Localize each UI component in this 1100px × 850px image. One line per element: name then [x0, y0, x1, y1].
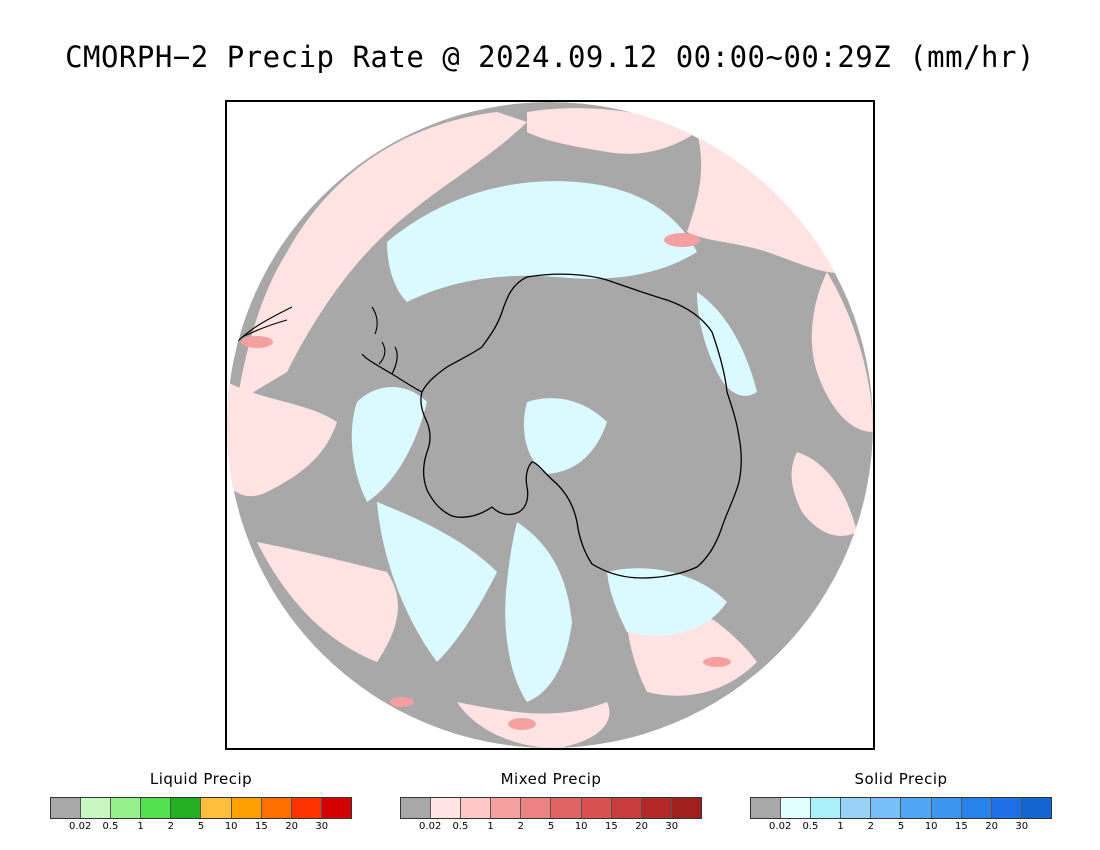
legend-tick-label: 0.5	[452, 821, 469, 832]
mixed-precip-areas	[227, 108, 873, 748]
legend-color-swatch	[141, 798, 172, 818]
legend-color-swatch	[871, 798, 902, 818]
mixed-streak-northeast	[664, 233, 700, 247]
legend-color-swatch	[901, 798, 932, 818]
legend-tick-label: 5	[547, 821, 555, 832]
legend-tick-label: 1	[137, 821, 144, 832]
mixed-area-southwest	[257, 542, 398, 662]
legend-color-swatch	[491, 798, 522, 818]
legend-color-swatch	[431, 798, 462, 818]
legend-tick-label: 0.02	[69, 821, 92, 832]
legend-color-swatch	[521, 798, 552, 818]
antarctic-peninsula	[361, 346, 423, 393]
solid-area-west-ring	[351, 387, 427, 502]
solid-area-southwest-ring	[377, 502, 497, 662]
legend-color-swatch	[931, 798, 962, 818]
legend-tick-label: 5	[197, 821, 205, 832]
legend-tick-label: 20	[985, 821, 998, 832]
solid-area-interior-fan	[523, 398, 607, 474]
map-title: CMORPH−2 Precip Rate @ 2024.09.12 00:00~…	[65, 40, 1035, 74]
legend-tick-label: 0.02	[769, 821, 792, 832]
legend-title: Solid Precip	[854, 770, 948, 788]
legend-color-swatch	[781, 798, 812, 818]
legend-color-swatch	[641, 798, 672, 818]
legend-title: Liquid Precip	[149, 770, 253, 788]
legend-color-swatch	[611, 798, 642, 818]
mixed-streak-west	[241, 336, 273, 348]
south-shetland-islands	[371, 306, 386, 365]
legend-tick-label: 10	[924, 821, 938, 832]
legend-tick-label: 0.02	[419, 821, 442, 832]
legend-title: Mixed Precip	[500, 770, 602, 788]
legend-tick-label: 15	[255, 821, 268, 832]
antarctic-precip-map	[227, 102, 873, 748]
legend-color-swatch	[671, 798, 701, 818]
legend-color-swatch	[811, 798, 842, 818]
legend-color-swatch	[581, 798, 612, 818]
legend-color-swatch	[171, 798, 202, 818]
legend-tick-label: 30	[1015, 821, 1029, 832]
legend-tick-label: 2	[867, 821, 874, 832]
legend-color-bar	[50, 797, 352, 819]
legend-tick-label: 1	[837, 821, 844, 832]
legend-color-swatch	[401, 798, 432, 818]
mixed-area-east-band	[791, 452, 857, 536]
solid-area-north-ring	[387, 181, 697, 302]
solid-precip-areas	[351, 181, 757, 702]
legend-color-swatch	[961, 798, 992, 818]
solid-area-southeast-ring	[607, 568, 727, 636]
legend-tick-label: 20	[635, 821, 648, 832]
mixed-area-east	[811, 272, 873, 432]
legend-color-swatch	[81, 798, 112, 818]
legend-tick-label: 20	[285, 821, 298, 832]
legend-color-swatch	[461, 798, 492, 818]
legend-color-swatch	[291, 798, 322, 818]
mixed-area-northeast	[687, 132, 847, 273]
legend-color-swatch	[991, 798, 1022, 818]
mixed-streak-south	[508, 718, 536, 730]
legend-tick-label: 30	[665, 821, 679, 832]
legend-color-swatch	[1021, 798, 1051, 818]
legend-solid: Solid Precip 0.02 0.5 1 2 5 10 15 20 30	[750, 770, 1052, 837]
legend-ticks: 0.02 0.5 1 2 5 10 15 20 30	[750, 821, 1052, 837]
legend-color-swatch	[51, 798, 82, 818]
legend-tick-label: 30	[315, 821, 329, 832]
legend-color-swatch	[111, 798, 142, 818]
legend-color-swatch	[321, 798, 351, 818]
legend-color-swatch	[261, 798, 292, 818]
mixed-streak-southwest	[390, 697, 414, 707]
legend-tick-label: 0.5	[102, 821, 119, 832]
legend-tick-label: 1	[487, 821, 494, 832]
south-america-coast	[236, 306, 293, 343]
legend-tick-label: 15	[955, 821, 968, 832]
legend-tick-label: 0.5	[802, 821, 819, 832]
legend-ticks: 0.02 0.5 1 2 5 10 15 20 30	[400, 821, 702, 837]
solid-area-south-tongue	[505, 522, 572, 702]
mixed-streak-southeast	[703, 657, 731, 667]
solid-area-east-ring	[697, 292, 757, 396]
legend-tick-label: 2	[517, 821, 524, 832]
legend-color-bar	[400, 797, 702, 819]
legend-tick-label: 10	[574, 821, 588, 832]
mixed-area-north	[527, 108, 697, 154]
legend-mixed: Mixed Precip 0.02 0.5 1 2 5 10 15 20 30	[400, 770, 702, 837]
polar-map-frame	[225, 100, 875, 750]
legend-ticks: 0.02 0.5 1 2 5 10 15 20 30	[50, 821, 352, 837]
legend-color-swatch	[201, 798, 232, 818]
legend-liquid: Liquid Precip 0.02 0.5 1 2 5 10 15 20 30	[50, 770, 352, 837]
mixed-area-northwest	[237, 112, 527, 402]
legend-color-swatch	[751, 798, 782, 818]
legend-color-swatch	[551, 798, 582, 818]
mixed-precip-streaks	[241, 233, 731, 730]
antarctica-coastline	[420, 273, 742, 579]
legend-color-swatch	[841, 798, 872, 818]
legend-tick-label: 10	[224, 821, 238, 832]
legend-tick-label: 5	[897, 821, 905, 832]
legend-color-swatch	[231, 798, 262, 818]
legend-color-bar	[750, 797, 1052, 819]
mixed-area-west	[227, 382, 337, 497]
legend-tick-label: 15	[605, 821, 618, 832]
legend-tick-label: 2	[167, 821, 174, 832]
